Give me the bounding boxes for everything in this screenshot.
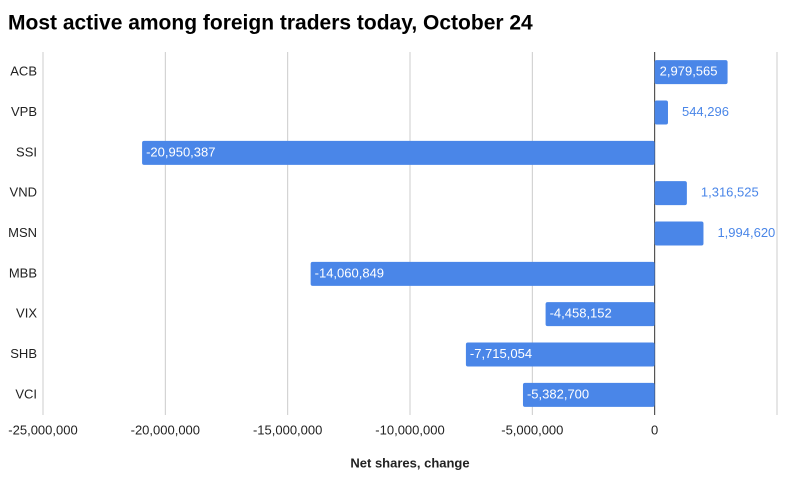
y-tick-label: VCI <box>15 386 37 401</box>
x-tick-label: -20,000,000 <box>131 422 200 437</box>
y-tick-label: ACB <box>10 64 37 79</box>
x-tick-label: -25,000,000 <box>8 422 77 437</box>
data-label: -7,715,054 <box>470 346 532 361</box>
y-tick-label: MBB <box>9 265 37 280</box>
x-tick-label: -15,000,000 <box>253 422 322 437</box>
chart-title: Most active among foreign traders today,… <box>8 12 533 35</box>
data-label: 1,316,525 <box>701 185 759 200</box>
data-label: 1,994,620 <box>717 225 775 240</box>
bar <box>654 60 728 85</box>
x-tick-label: -5,000,000 <box>501 422 563 437</box>
bar <box>654 221 704 246</box>
bar <box>465 342 655 367</box>
y-tick-label: SHB <box>10 346 37 361</box>
data-label: 544,296 <box>682 104 729 119</box>
x-tick-label: -10,000,000 <box>375 422 444 437</box>
y-tick-label: MSN <box>8 225 37 240</box>
bar <box>310 261 655 286</box>
bar <box>545 302 655 327</box>
data-label: -4,458,152 <box>550 306 612 321</box>
x-axis-title: Net shares, change <box>350 455 469 470</box>
data-label: -14,060,849 <box>315 265 384 280</box>
y-tick-label: SSI <box>16 144 37 159</box>
bar <box>522 382 655 407</box>
y-tick-label: VIX <box>16 306 37 321</box>
y-tick-label: VPB <box>11 104 37 119</box>
data-label: -5,382,700 <box>527 386 589 401</box>
data-label: 2,979,565 <box>660 64 718 79</box>
bar <box>654 181 687 206</box>
bar <box>654 100 668 125</box>
bar <box>142 140 655 165</box>
y-tick-label: VND <box>10 185 37 200</box>
data-label: -20,950,387 <box>146 144 215 159</box>
x-tick-label: 0 <box>651 422 658 437</box>
